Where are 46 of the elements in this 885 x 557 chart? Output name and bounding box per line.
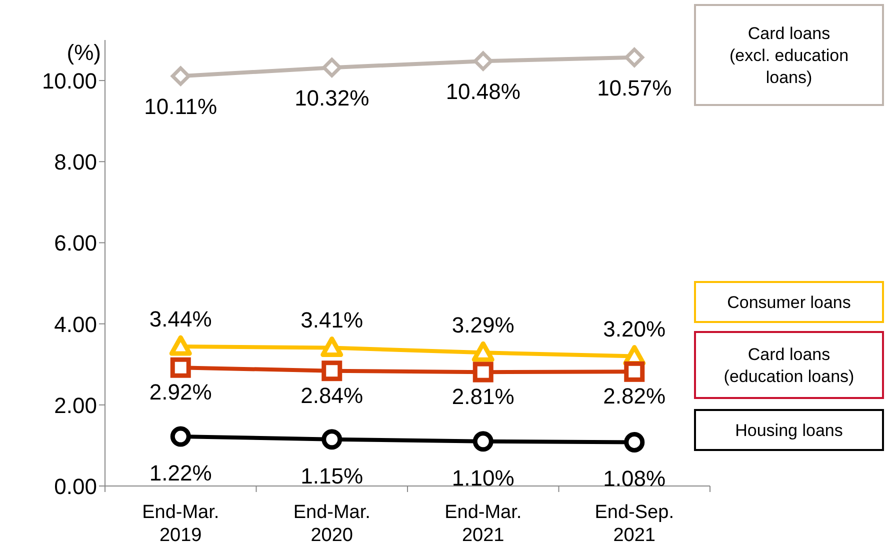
point	[322, 429, 342, 450]
y-axis-title: (%)	[66, 40, 101, 65]
point	[624, 432, 645, 452]
point	[320, 336, 344, 357]
x-tick-label: End-Mar. 2021	[444, 502, 522, 546]
point	[472, 362, 494, 382]
data-label: 1.22%	[149, 460, 212, 486]
data-label: 2.81%	[452, 384, 514, 410]
data-label: 2.84%	[300, 382, 364, 408]
x-tick-label: End-Sep. 2021	[594, 502, 674, 546]
text: Housing loans	[735, 421, 843, 440]
y-tick-label: 10.00	[42, 68, 97, 94]
data-label: 10.48%	[446, 79, 520, 104]
data-label: 10.57%	[597, 75, 672, 100]
point	[624, 361, 645, 382]
data-label: 2.82%	[603, 384, 666, 409]
y-tick-label: 6.00	[54, 230, 97, 256]
x-tick-label: End-Mar. 2020	[293, 502, 370, 546]
data-label: 1.15%	[300, 463, 364, 488]
point	[472, 341, 494, 362]
point	[473, 51, 493, 71]
data-label: 3.29%	[452, 312, 514, 338]
point	[624, 48, 644, 68]
text: Card loans (excl. education loans)	[729, 24, 849, 87]
data-label: 10.11%	[144, 94, 218, 120]
y-tick-label: 8.00	[54, 150, 97, 175]
point	[170, 357, 191, 378]
data-label: 3.41%	[300, 308, 364, 333]
point	[322, 58, 342, 78]
point	[472, 431, 494, 452]
y-tick-label: 0.00	[54, 474, 97, 499]
text: Consumer loans	[727, 293, 851, 312]
data-label: 3.20%	[603, 316, 666, 342]
point	[322, 360, 342, 382]
data-label: 10.32%	[294, 86, 370, 111]
text: Card loans (education loans)	[724, 345, 854, 386]
y-tick-label: 4.00	[54, 312, 97, 337]
point	[170, 66, 190, 86]
x-tick-label: End-Mar. 2019	[142, 502, 220, 546]
data-label: 1.08%	[603, 466, 666, 492]
data-label: 1.10%	[452, 465, 514, 490]
data-label: 2.92%	[149, 380, 212, 405]
y-tick-label: 2.00	[54, 392, 97, 418]
point	[170, 426, 191, 447]
point	[169, 335, 192, 356]
data-label: 3.44%	[149, 306, 212, 332]
